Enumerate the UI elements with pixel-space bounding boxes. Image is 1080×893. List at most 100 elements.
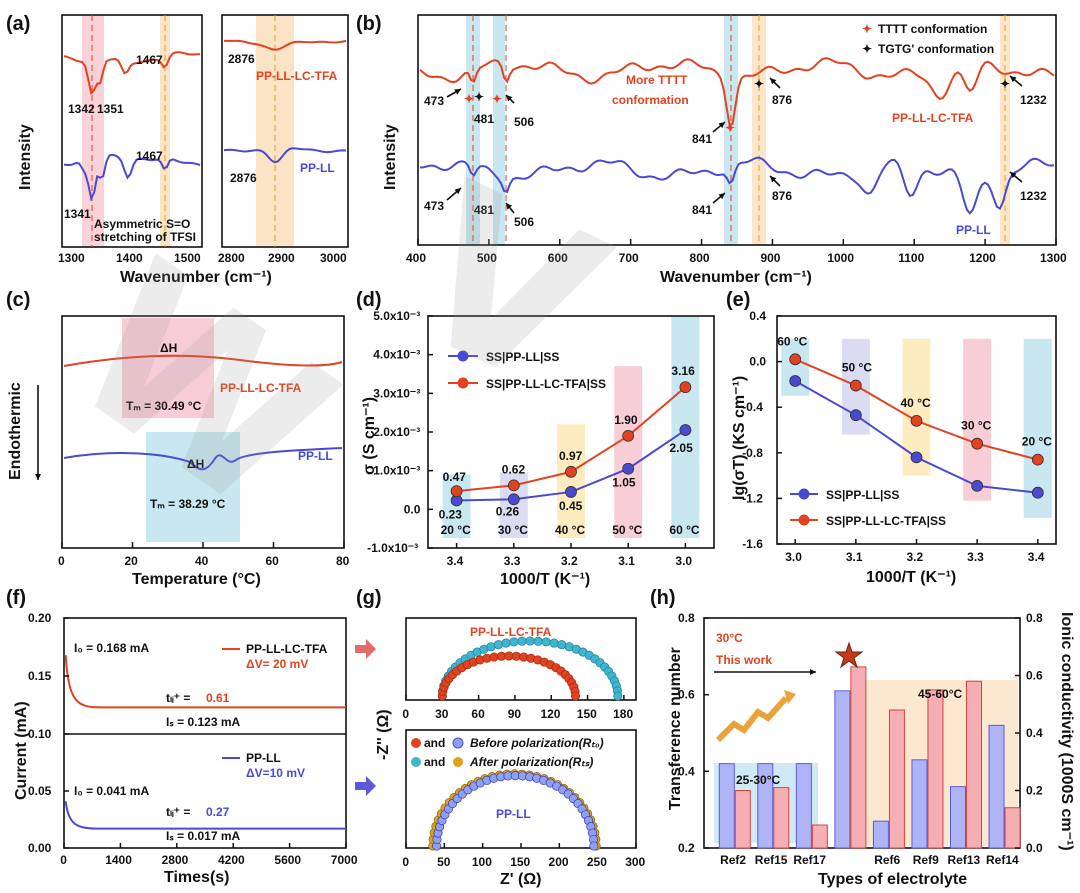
label-c-dh-blue: ΔH [187,457,204,471]
point-e-s1-0 [789,353,802,366]
datalabel-d-s0-1: 0.26 [496,504,520,518]
spectrum-a2-blue [223,147,347,164]
label-f-top-is: Iₛ = 0.123 mA [166,715,241,729]
label-a-b2876: 2876 [230,171,257,185]
point-d-s1-0 [450,485,463,498]
ylabel2-h: Ionic conductivity (1000S cm⁻¹) [1058,612,1075,851]
label-b-sample-blue: PP-LL [956,223,991,237]
xtick-b-4: 800 [690,251,710,265]
datalabel-d-s1-3: 1.90 [614,413,638,427]
xtick-g-bot-5: 250 [587,855,607,869]
panel-a-label: (a) [6,13,30,35]
bar-h-cond-6 [965,680,982,849]
label-f-top-tval: 0.61 [206,691,230,705]
legend-e-marker-0 [798,488,810,500]
bar-h-cond-5 [927,689,944,849]
panel-g-label: (g) [356,587,382,609]
marker-b-506: ✦ [492,92,502,106]
legend-f-top-name: PP-LL-LC-TFA [246,642,328,656]
point-g-top-after-14 [501,638,511,648]
zigzag-h-arrow [715,695,789,743]
panel-a-right-frame [221,14,349,248]
legend-f-top-dv: ΔV= 20 mV [246,657,308,671]
panel-f-label: (f) [6,587,26,609]
tick-a-left-1: 1400 [116,251,143,265]
ytick-d-5: 4.0x10⁻³ [373,348,420,362]
legend-b-tttt: TTTT conformation [878,22,987,36]
legend-d-marker-0 [457,350,469,362]
label-c-sample-red: PP-LL-LC-TFA [220,381,302,395]
legend-f-bot-name: PP-LL [246,751,281,765]
xtick-f-5: 7000 [331,853,358,867]
tick-a-left-0: 1300 [58,251,85,265]
xtick-f-2: 2800 [162,853,189,867]
temp-d-2: 40 °C [555,523,585,537]
legend-d-marker-1 [457,377,469,389]
label-a-r1351: 1351 [97,102,124,116]
xtick-d-4: 3.0 [675,554,692,568]
point-g-top-before-28 [570,691,581,701]
arrow-b-r876-head [770,78,777,85]
xtick-f-3: 4200 [218,853,245,867]
peak-b-b473: 473 [424,199,444,213]
xlabel-c: Temperature (°C) [132,571,261,588]
ytick-f-top-1: 0.15 [28,669,52,683]
bar-h-cond-3 [850,666,867,849]
legend-g-gold [453,757,463,767]
point-e-s0-3 [971,479,984,492]
xtick-g-bot-2: 100 [472,855,492,869]
arrow-b-b506-head [506,203,513,210]
temp-d-0: 20 °C [441,523,471,537]
temp-d-1: 30 °C [498,523,528,537]
ylabel-d: σ (S cm⁻¹) [361,397,378,475]
band-b-506 [493,15,505,245]
xtick-c-0: 0 [58,554,65,568]
bar-h-trans-1 [757,763,774,849]
bar-h-trans-0 [718,763,735,849]
arrow-c-endo-head [35,474,41,480]
temp-e-4: 20 °C [1022,435,1052,449]
ytick-d-3: 2.0x10⁻³ [373,425,420,439]
xlabel-g: Z' (Ω) [500,871,542,888]
point-g-top-after-13 [493,640,503,650]
point-d-s1-3 [622,429,635,442]
legend-g-before: Before polarization(Rₜ₀) [470,736,604,750]
xlabel-d: 1000/T (K⁻¹) [500,571,590,588]
peak-b-r841: 841 [692,132,712,146]
xtick-g-bot-1: 50 [437,855,451,869]
ytick-e-3: -0.4 [742,400,763,414]
xtick-b-5: 900 [760,251,780,265]
arrow-b-b841-head [718,193,725,200]
bar-h-trans-7 [988,724,1005,849]
ytick-e-2: -0.8 [742,446,763,460]
label-a-asym1: Asymmetric S=O [94,217,190,231]
ytick-d-4: 3.0x10⁻³ [373,386,420,400]
ytick-h-1: 0.4 [678,764,695,778]
datalabel-d-s0-4: 2.05 [669,441,693,455]
xlabel-a: Wavenumber (cm⁻¹) [120,269,272,286]
zigzag-h-head [784,690,796,704]
label-h-this-work: This work [716,653,772,667]
temp-e-0: 60 °C [777,334,807,348]
xtick-g-top-0: 0 [402,707,409,721]
datalabel-d-s0-0: 0.23 [439,507,463,521]
marker-b-841: ✦ [725,121,735,135]
peak-b-b876: 876 [772,189,792,203]
label-h-g1: 25-30°C [736,773,780,787]
bar-h-trans-6 [949,786,966,849]
xtick-c-3: 60 [266,554,280,568]
spectrum-a-red [63,51,200,96]
panel-b-label: (b) [356,13,382,35]
spectrum-a2-red [223,39,347,51]
xtick-g-top-6: 180 [613,707,633,721]
xtick-g-bot-6: 300 [625,855,645,869]
legend-d-0: SS|PP-LL|SS [486,350,559,364]
legend-g-red [411,738,421,748]
label-a-sample-red: PP-LL-LC-TFA [256,69,338,83]
tick-a-right-2: 3000 [320,251,347,265]
point-e-s1-3 [971,437,984,450]
xtick-e-3: 3.3 [967,550,984,564]
xtick-h-2: Ref17 [793,853,826,867]
point-e-s0-2 [910,451,923,464]
